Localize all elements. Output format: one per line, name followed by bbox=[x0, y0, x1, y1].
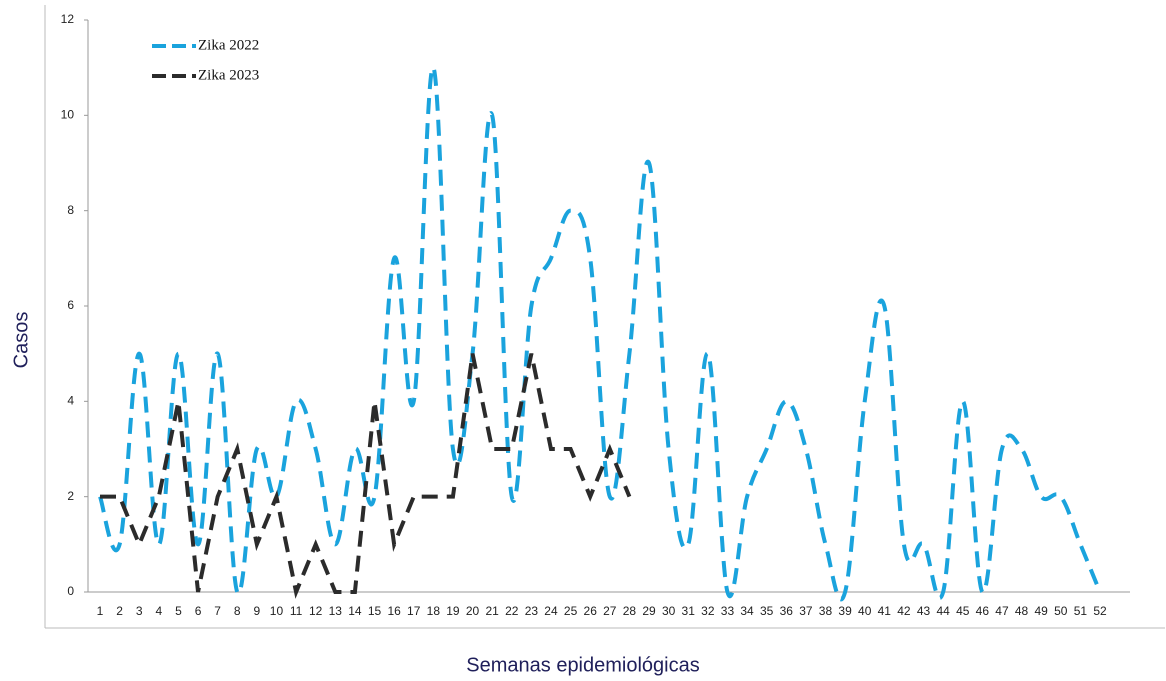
x-tick-label: 8 bbox=[234, 604, 241, 618]
x-tick-label: 10 bbox=[270, 604, 284, 618]
y-axis-title: Casos bbox=[10, 312, 32, 369]
x-tick-label: 11 bbox=[290, 604, 303, 618]
x-tick-label: 5 bbox=[175, 604, 182, 618]
x-tick-label: 32 bbox=[701, 604, 715, 618]
x-tick-label: 13 bbox=[329, 604, 343, 618]
x-tick-label: 46 bbox=[976, 604, 990, 618]
x-tick-label: 45 bbox=[956, 604, 970, 618]
y-tick-label: 2 bbox=[67, 489, 74, 503]
x-tick-label: 48 bbox=[1015, 604, 1029, 618]
x-tick-label: 34 bbox=[740, 604, 754, 618]
x-tick-label: 38 bbox=[819, 604, 833, 618]
x-tick-label: 9 bbox=[254, 604, 261, 618]
x-tick-label: 27 bbox=[603, 604, 617, 618]
x-tick-label: 28 bbox=[623, 604, 637, 618]
x-tick-label: 3 bbox=[136, 604, 143, 618]
x-tick-label: 21 bbox=[485, 604, 499, 618]
x-tick-label: 31 bbox=[682, 604, 696, 618]
x-tick-label: 24 bbox=[544, 604, 558, 618]
x-tick-label: 29 bbox=[642, 604, 656, 618]
x-tick-label: 49 bbox=[1034, 604, 1048, 618]
x-tick-label: 51 bbox=[1074, 604, 1088, 618]
x-tick-label: 37 bbox=[799, 604, 813, 618]
x-tick-label: 42 bbox=[897, 604, 911, 618]
y-tick-label: 6 bbox=[67, 298, 74, 312]
x-tick-label: 16 bbox=[387, 604, 401, 618]
x-tick-label: 36 bbox=[780, 604, 794, 618]
y-tick-label: 0 bbox=[67, 584, 74, 598]
x-tick-label: 43 bbox=[917, 604, 931, 618]
x-tick-label: 20 bbox=[466, 604, 480, 618]
x-tick-label: 1 bbox=[97, 604, 104, 618]
x-tick-label: 7 bbox=[214, 604, 221, 618]
x-tick-label: 44 bbox=[936, 604, 950, 618]
x-tick-label: 39 bbox=[838, 604, 852, 618]
x-tick-label: 15 bbox=[368, 604, 382, 618]
x-tick-label: 52 bbox=[1093, 604, 1107, 618]
x-tick-label: 18 bbox=[427, 604, 441, 618]
x-tick-label: 50 bbox=[1054, 604, 1068, 618]
x-tick-label: 4 bbox=[155, 604, 162, 618]
x-tick-label: 23 bbox=[525, 604, 539, 618]
y-tick-label: 4 bbox=[67, 394, 74, 408]
legend-text: Zika 2022 bbox=[198, 37, 259, 53]
x-tick-label: 33 bbox=[721, 604, 735, 618]
x-tick-label: 14 bbox=[348, 604, 362, 618]
x-tick-label: 2 bbox=[116, 604, 123, 618]
x-tick-label: 41 bbox=[878, 604, 892, 618]
x-tick-label: 25 bbox=[564, 604, 578, 618]
x-tick-label: 19 bbox=[446, 604, 460, 618]
x-tick-label: 26 bbox=[584, 604, 598, 618]
x-tick-label: 35 bbox=[760, 604, 774, 618]
x-tick-label: 17 bbox=[407, 604, 421, 618]
data-line bbox=[98, 65, 1102, 602]
x-tick-label: 22 bbox=[505, 604, 519, 618]
x-tick-label: 6 bbox=[195, 604, 202, 618]
x-tick-label: 47 bbox=[995, 604, 1009, 618]
legend-text: Zika 2023 bbox=[198, 67, 259, 83]
y-tick-label: 8 bbox=[67, 203, 74, 217]
y-tick-label: 10 bbox=[61, 108, 75, 122]
data-line bbox=[100, 353, 632, 599]
y-tick-label: 12 bbox=[61, 12, 75, 26]
x-tick-label: 12 bbox=[309, 604, 323, 618]
x-tick-label: 40 bbox=[858, 604, 872, 618]
x-axis-title: Semanas epidemiológicas bbox=[466, 654, 699, 676]
x-tick-label: 30 bbox=[662, 604, 676, 618]
